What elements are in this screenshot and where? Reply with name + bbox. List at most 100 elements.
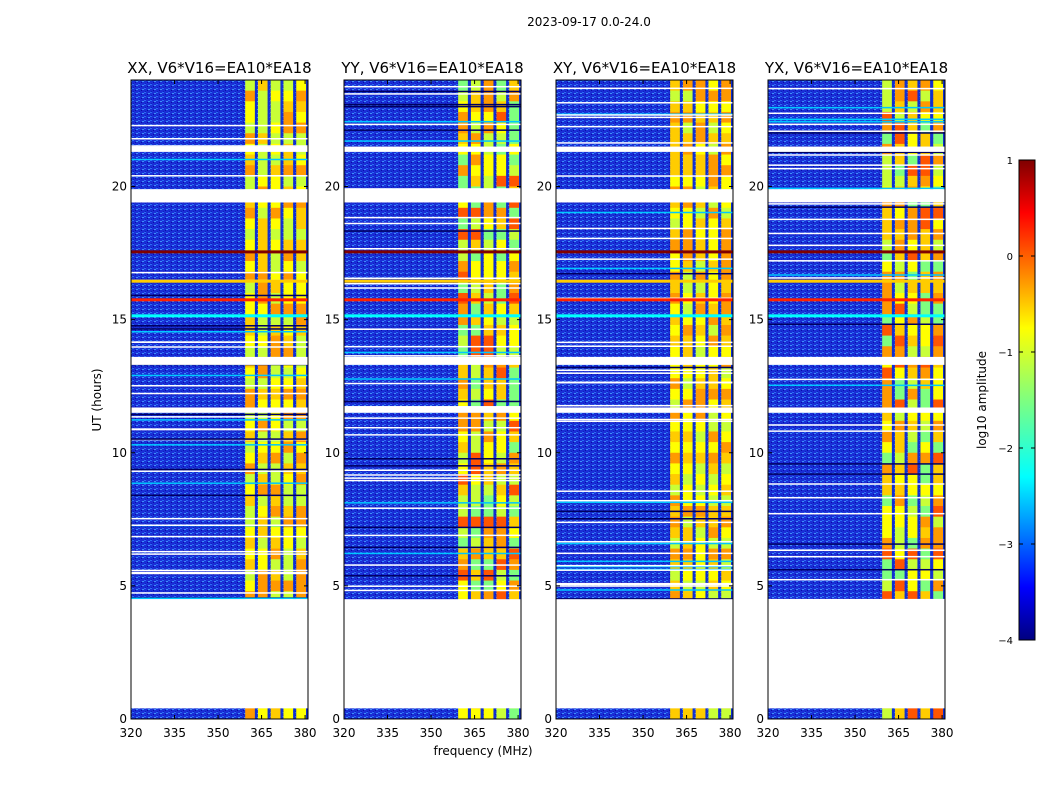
rfi-cell <box>483 133 494 145</box>
rfi-cell <box>695 463 706 475</box>
rfi-cell <box>894 399 905 411</box>
rfi-cell <box>245 346 255 358</box>
rfi-cell <box>283 165 294 177</box>
rfi-cell <box>270 708 281 720</box>
data-gap <box>344 356 521 365</box>
rfi-cell <box>721 101 731 113</box>
rfi-cell <box>483 442 494 454</box>
rfi-cell <box>283 591 294 603</box>
rfi-cell <box>257 80 268 92</box>
rfi-cell <box>670 239 680 251</box>
panel-frame <box>555 79 734 720</box>
rfi-cell <box>882 527 892 539</box>
rfi-cell <box>257 516 268 528</box>
stripe <box>131 468 308 471</box>
rfi-cell <box>245 101 255 113</box>
stripe <box>131 413 308 416</box>
stripe <box>344 282 521 285</box>
rfi-cell <box>245 261 255 273</box>
rfi-gap <box>467 80 470 719</box>
rfi-cell <box>270 559 281 571</box>
rfi-cell <box>682 442 693 454</box>
rfi-cell <box>882 250 892 262</box>
rfi-cell <box>894 388 905 400</box>
rfi-cell <box>245 495 255 507</box>
rfi-cell <box>721 484 731 496</box>
y-axis-label: UT (hours) <box>90 368 104 431</box>
rfi-cell <box>933 122 943 134</box>
rfi-cell <box>458 516 468 528</box>
rfi-cell <box>283 474 294 486</box>
row-stripes <box>556 87 733 600</box>
rfi-cell <box>882 559 892 571</box>
rfi-cell <box>257 367 268 379</box>
rfi-cell <box>483 122 494 134</box>
rfi-cell <box>894 335 905 347</box>
rfi-cell <box>695 90 706 102</box>
rfi-cell <box>509 175 519 187</box>
rfi-cell <box>470 239 481 251</box>
rfi-cell <box>721 548 731 560</box>
rfi-cell <box>920 474 931 486</box>
rfi-cell <box>920 559 931 571</box>
rfi-cell <box>270 452 281 464</box>
stripe <box>344 400 521 403</box>
rfi-cell <box>708 282 719 294</box>
rfi-cell <box>907 516 918 528</box>
stripe <box>556 582 733 585</box>
rfi-cell <box>296 271 306 283</box>
rfi-cell <box>882 165 892 177</box>
rfi-cell <box>496 175 507 187</box>
stripe <box>131 341 308 343</box>
rfi-cell <box>296 239 306 251</box>
rfi-gap <box>306 80 308 719</box>
stripe <box>768 187 945 190</box>
rfi-cell <box>933 165 943 177</box>
stripe <box>131 438 308 440</box>
rfi-cell <box>670 165 680 177</box>
rfi-cell <box>920 80 931 92</box>
rfi-cell <box>270 420 281 432</box>
rfi-cell <box>933 261 943 273</box>
panel-title: XX, V6*V16=EA10*EA18 <box>127 59 311 77</box>
rfi-cell <box>907 207 918 219</box>
data-gap <box>556 599 733 709</box>
stripe <box>344 230 521 232</box>
rfi-cell <box>283 207 294 219</box>
rfi-cell <box>920 218 931 230</box>
data-gap <box>131 599 308 709</box>
rfi-cell <box>721 207 731 219</box>
rfi-cell <box>296 559 306 571</box>
y-tick-label: 15 <box>112 313 127 327</box>
row-stripes <box>768 87 945 601</box>
rfi-cell <box>721 218 731 230</box>
rfi-cell <box>470 207 481 219</box>
rfi-cell <box>920 410 931 422</box>
rfi-cell <box>296 506 306 518</box>
y-tick-label: 10 <box>749 446 764 460</box>
rfi-cell <box>257 335 268 347</box>
rfi-cell <box>933 207 943 219</box>
rfi-cell <box>283 335 294 347</box>
rfi-cell <box>907 442 918 454</box>
rfi-cell <box>882 708 892 720</box>
stripe <box>344 458 521 460</box>
stripe <box>768 578 945 581</box>
rfi-cell <box>296 516 306 528</box>
rfi-cell <box>907 80 918 92</box>
rfi-cell <box>509 495 519 507</box>
rfi-cell <box>682 410 693 422</box>
rfi-cell <box>458 314 468 326</box>
rfi-cell <box>509 527 519 539</box>
rfi-cell <box>257 495 268 507</box>
rfi-cell <box>470 229 481 241</box>
rfi-cell <box>882 484 892 496</box>
rfi-cell <box>682 559 693 571</box>
x-tick-label: 320 <box>120 726 143 740</box>
stripe <box>131 158 308 161</box>
rfi-cell <box>670 133 680 145</box>
rfi-cell <box>470 197 481 209</box>
rfi-cell <box>721 378 731 390</box>
rfi-cell <box>245 197 255 209</box>
stripe <box>344 585 521 587</box>
